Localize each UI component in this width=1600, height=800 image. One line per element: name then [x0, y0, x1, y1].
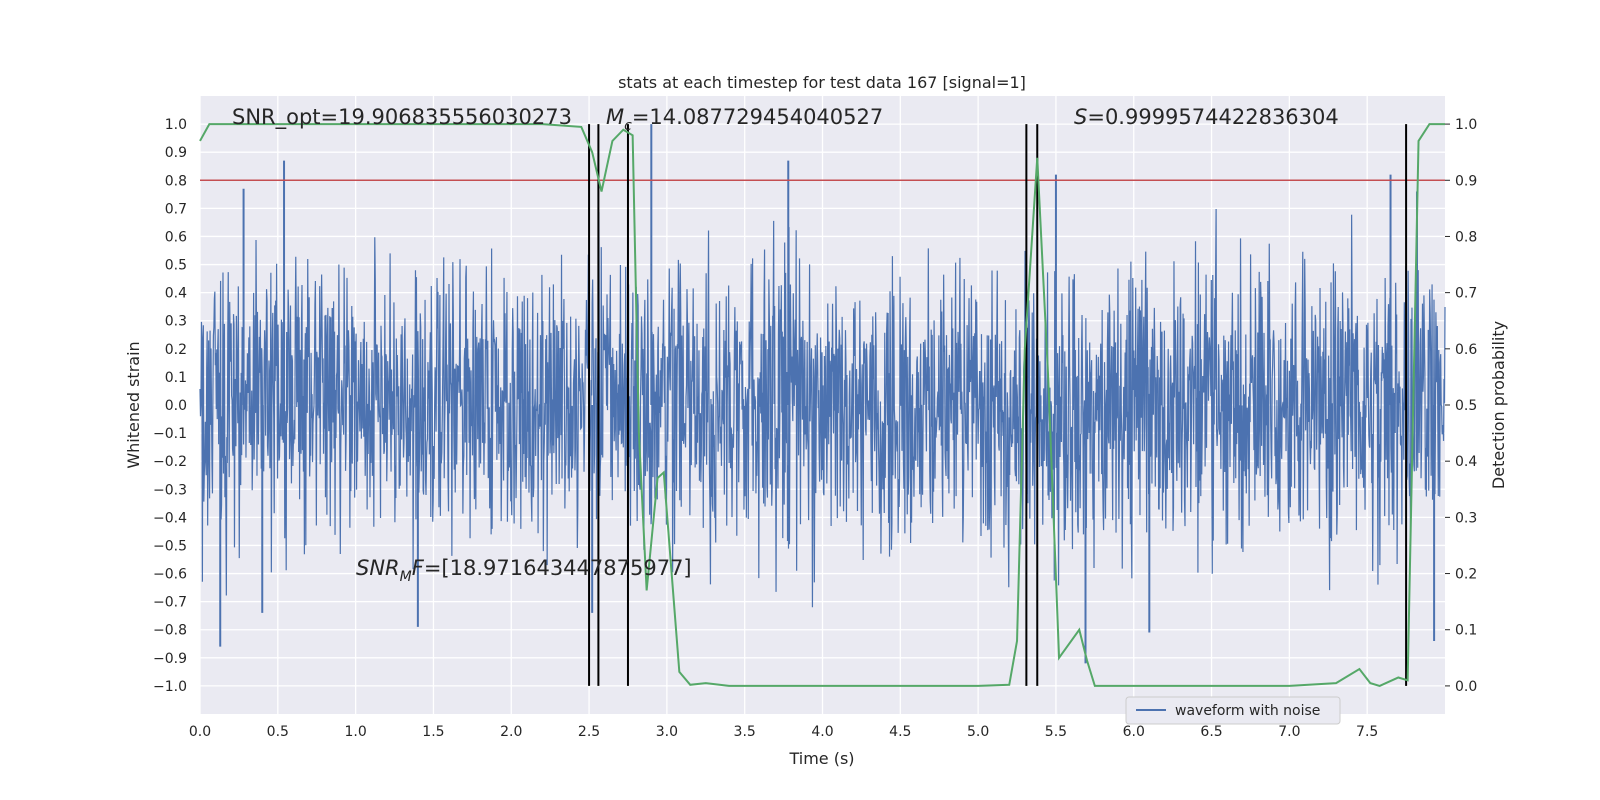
y-right-tick-label: 0.3: [1455, 510, 1477, 526]
legend-label: waveform with noise: [1175, 703, 1320, 719]
y-left-tick-label: −0.5: [153, 538, 187, 554]
y-right-tick-label: 0.4: [1455, 454, 1477, 470]
y-left-tick-label: −0.6: [153, 567, 187, 583]
x-tick-labels: 0.0 0.5 1.0 1.5 2.0 2.5 3.0 3.5 4.0 4.5 5.0 5.5 6.0 6…: [189, 724, 1378, 740]
legend: waveform with noise: [1125, 696, 1341, 725]
mc-value: =14.087729454040527: [632, 105, 883, 129]
y-left-tick-label: 0.8: [165, 173, 187, 189]
x-tick-label: 0.5: [267, 724, 289, 740]
y-right-tick-label: 0.0: [1455, 679, 1477, 695]
x-tick-label: 5.0: [967, 724, 989, 740]
mc-subscript: c: [624, 118, 632, 134]
y-left-tick-label: −0.7: [153, 595, 187, 611]
vertical-markers: [588, 124, 1408, 686]
y-right-tick-label: 0.9: [1455, 173, 1477, 189]
y-left-tick-label: −0.8: [153, 623, 187, 639]
y-left-tick-label: −0.4: [153, 510, 187, 526]
x-tick-label: 7.5: [1356, 724, 1378, 740]
legend-box: [1125, 696, 1341, 725]
x-tick-label: 3.0: [656, 724, 678, 740]
y-left-tick-label: 0.4: [165, 286, 187, 302]
y-left-tick-label: −0.1: [153, 426, 187, 442]
x-axis-label: Time (s): [788, 749, 854, 768]
waveform-path: [199, 209, 1446, 608]
y-right-tick-label: 0.2: [1455, 567, 1477, 583]
snr-mf-symbol: SNR: [356, 556, 400, 580]
snr-mf-value: =[18.971643447875977]: [424, 556, 692, 580]
x-tick-label: 1.5: [422, 724, 444, 740]
y-left-tick-label: −0.3: [153, 482, 187, 498]
s-symbol: S: [1074, 105, 1087, 129]
y-right-tick-label: 0.1: [1455, 623, 1477, 639]
annotation-snr-mf: SNRMF=[18.971643447875977]: [356, 556, 692, 585]
y-right-tick-label: 0.5: [1455, 398, 1477, 414]
y-right-tick-label: 0.6: [1455, 342, 1477, 358]
annotation-chirp-mass: Mc=14.087729454040527: [606, 105, 883, 134]
y-left-tick-label: −1.0: [153, 679, 187, 695]
x-tick-label: 7.0: [1278, 724, 1300, 740]
y-left-tick-label: −0.9: [153, 651, 187, 667]
y-right-axis-label: Detection probability: [1489, 321, 1508, 489]
y-left-tick-label: 1.0: [165, 117, 187, 133]
x-tick-label: 5.5: [1045, 724, 1067, 740]
y-left-tick-label: 0.7: [165, 201, 187, 217]
x-tick-label: 0.0: [189, 724, 211, 740]
x-tick-label: 2.0: [500, 724, 522, 740]
y-right-tick-label: 0.8: [1455, 229, 1477, 245]
y-left-tick-label: −0.2: [153, 454, 187, 470]
y-left-tick-label: 0.5: [165, 258, 187, 274]
y-left-tick-label: 0.6: [165, 229, 187, 245]
snr-mf-subscript: M: [400, 569, 412, 585]
y-left-tick-labels: 1.0 0.9 0.8 0.7 0.6 0.5 0.4 0.3 0.2 0.1 0.0 −0.1 −0.…: [153, 117, 187, 695]
x-tick-label: 6.5: [1200, 724, 1222, 740]
y-right-tick-labels: 1.0 0.9 0.8 0.7 0.6 0.5 0.4 0.3 0.2 0.1 0.0: [1445, 117, 1477, 695]
waveform-series: [199, 124, 1446, 664]
annotation-snr-opt: SNR_opt=19.906835556030273: [232, 105, 572, 130]
snr-mf-tail: F: [412, 556, 425, 580]
chart-title: stats at each timestep for test data 167…: [618, 73, 1026, 92]
detection-probability-line: [199, 123, 1445, 687]
y-right-tick-label: 0.7: [1455, 286, 1477, 302]
x-tick-label: 2.5: [578, 724, 600, 740]
y-left-axis-label: Whitened strain: [124, 341, 143, 468]
x-tick-label: 4.0: [811, 724, 833, 740]
x-tick-label: 1.0: [344, 724, 366, 740]
y-left-tick-label: 0.9: [165, 145, 187, 161]
y-right-tick-label: 1.0: [1455, 117, 1477, 133]
y-left-tick-label: 0.1: [165, 370, 187, 386]
y-left-tick-label: 0.2: [165, 342, 187, 358]
x-tick-label: 6.0: [1123, 724, 1145, 740]
annotation-s: S=0.9999574422836304: [1074, 105, 1339, 129]
y-left-tick-label: 0.3: [165, 314, 187, 330]
mc-symbol: M: [606, 105, 624, 129]
x-tick-label: 4.5: [889, 724, 911, 740]
y-left-tick-label: 0.0: [165, 398, 187, 414]
x-tick-label: 3.5: [734, 724, 756, 740]
s-value: =0.9999574422836304: [1087, 105, 1338, 129]
